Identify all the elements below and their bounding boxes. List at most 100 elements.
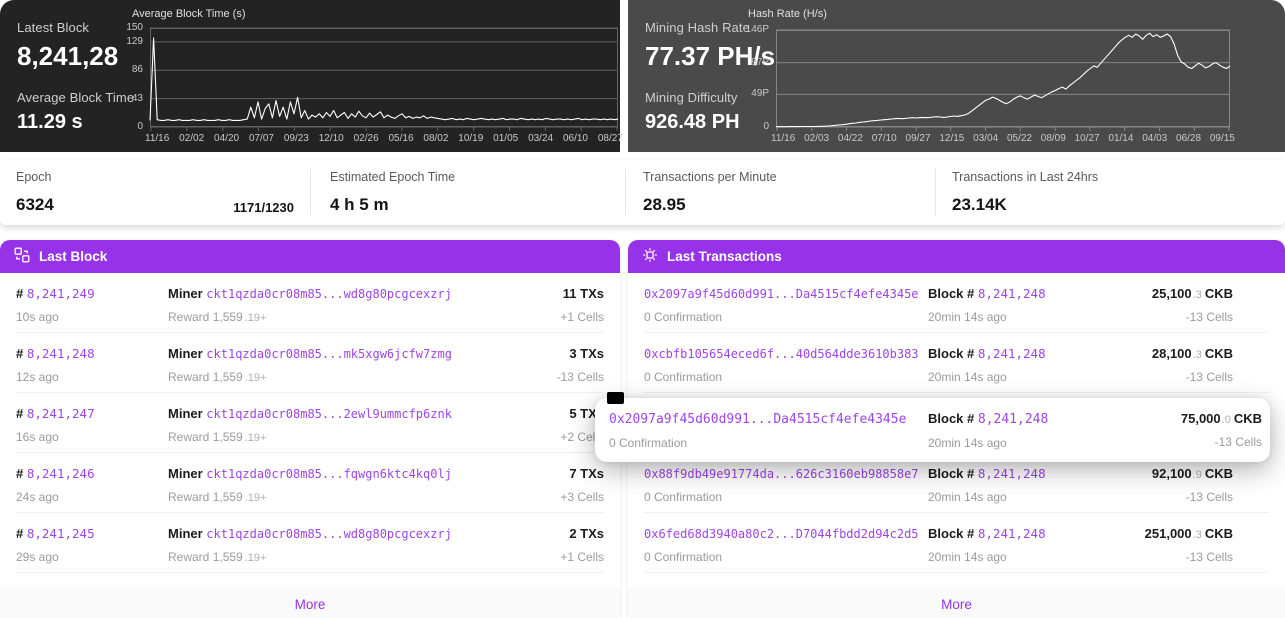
block-number-link[interactable]: 8,241,248 bbox=[977, 346, 1046, 361]
block-cells-delta: +1 Cells bbox=[560, 550, 604, 564]
miner-address-link[interactable]: ckt1qzda0cr08m85...fqwgn6ktc4kq0lj bbox=[206, 467, 452, 481]
transaction-cells-delta: -13 Cells bbox=[1185, 370, 1233, 384]
block-number-link[interactable]: 8,241,248 bbox=[977, 286, 1046, 301]
hash-rate-chart-title: Hash Rate (H/s) bbox=[748, 8, 827, 20]
reward-value: 1,559 bbox=[212, 370, 243, 384]
miner-address-link[interactable]: ckt1qzda0cr08m85...mk5xgw6jcfw7zmg bbox=[206, 347, 452, 361]
block-number-label: Block # bbox=[928, 466, 975, 481]
block-cells-delta: +1 Cells bbox=[560, 310, 604, 324]
network-stats-bar: Epoch 6324 1171/1230 Estimated Epoch Tim… bbox=[0, 160, 1285, 225]
mining-difficulty-label: Mining Difficulty bbox=[645, 90, 738, 105]
block-number-label: Block # bbox=[928, 411, 975, 426]
amount-unit: CKB bbox=[1204, 526, 1233, 541]
block-number-link[interactable]: 8,241,246 bbox=[26, 466, 95, 481]
avg-block-time-plot bbox=[149, 27, 619, 131]
miner-label: Miner bbox=[168, 526, 203, 541]
miner-address-link[interactable]: ckt1qzda0cr08m85...wd8g80pcgcexzrj bbox=[206, 287, 452, 301]
last-block-title: Last Block bbox=[39, 249, 108, 264]
block-time-panel: Latest Block 8,241,28 Average Block Time… bbox=[0, 0, 623, 152]
mining-hash-rate-stat: Mining Hash Rate 77.37 PH/s bbox=[645, 20, 785, 72]
confirmation-status: 0 Confirmation bbox=[644, 310, 723, 324]
amount-decimal: .0 bbox=[1221, 414, 1231, 426]
transaction-hash-link[interactable]: 0x2097a9f45d60d991...Da4515cf4efe4345e bbox=[609, 412, 907, 427]
tx-last-24hrs-value: 23.14K bbox=[952, 195, 1007, 214]
amount-decimal: .3 bbox=[1192, 289, 1202, 301]
block-tx-count: 7 TXs bbox=[569, 466, 604, 481]
block-age: 24s ago bbox=[16, 490, 59, 504]
block-row: # 8,241,248 12s ago Miner ckt1qzda0cr08m8… bbox=[16, 333, 604, 393]
amount-value: 92,100 bbox=[1151, 466, 1192, 481]
last-block-more-link[interactable]: More bbox=[294, 597, 326, 612]
reward-decimal: .19+ bbox=[244, 552, 267, 564]
mining-difficulty-stat: Mining Difficulty 926.48 PH bbox=[645, 90, 785, 134]
mining-hash-rate-value: 77.37 PH/s bbox=[645, 41, 776, 71]
block-row: # 8,241,249 10s ago Miner ckt1qzda0cr08m8… bbox=[16, 273, 604, 333]
avg-block-time-chart: Average Block Time (s) 0 43 86 129 150 11/16… bbox=[112, 6, 623, 152]
reward-value: 1,559 bbox=[212, 310, 243, 324]
amount-unit: CKB bbox=[1204, 286, 1233, 301]
miner-address-link[interactable]: ckt1qzda0cr08m85...wd8g80pcgcexzrj bbox=[206, 527, 452, 541]
block-number-prefix: # bbox=[16, 346, 24, 361]
transaction-cells-delta: -13 Cells bbox=[1214, 435, 1262, 449]
last-transactions-more-link[interactable]: More bbox=[941, 597, 972, 612]
hash-rate-plot bbox=[776, 29, 1231, 131]
block-number-prefix: # bbox=[16, 466, 24, 481]
reward-decimal: .19+ bbox=[244, 372, 267, 384]
transaction-row: 0xcbfb105654eced6f...40d564dde3610b383 0 … bbox=[644, 333, 1269, 393]
last-block-rows: # 8,241,249 10s ago Miner ckt1qzda0cr08m8… bbox=[0, 273, 620, 573]
amount-unit: CKB bbox=[1233, 411, 1262, 426]
tx-last-24hrs-label: Transactions in Last 24hrs bbox=[952, 170, 1099, 184]
confirmation-status: 0 Confirmation bbox=[644, 490, 723, 504]
block-number-prefix: # bbox=[16, 286, 24, 301]
block-tx-count: 2 TXs bbox=[569, 526, 604, 541]
block-number-link[interactable]: 8,241,248 bbox=[977, 526, 1046, 541]
block-number-label: Block # bbox=[928, 286, 975, 301]
tx-per-minute-label: Transactions per Minute bbox=[643, 170, 777, 184]
reward-decimal: .19+ bbox=[244, 312, 267, 324]
transaction-hash-link[interactable]: 0x88f9db49e91774da...626c3160eb98858e7 bbox=[644, 467, 919, 481]
confirmation-status: 0 Confirmation bbox=[644, 370, 723, 384]
estimated-epoch-time-cell: Estimated Epoch Time 4 h 5 m bbox=[330, 170, 455, 215]
block-number-link[interactable]: 8,241,248 bbox=[977, 466, 1046, 481]
tooltip-notch bbox=[607, 392, 624, 404]
avg-block-time-y-axis: 0 43 86 129 150 bbox=[126, 22, 143, 132]
transaction-hash-link[interactable]: 0x6fed68d3940a80c2...D7044fbdd2d94c2d5 bbox=[644, 527, 919, 541]
latest-block-label: Latest Block bbox=[17, 20, 90, 35]
stats-divider bbox=[935, 169, 936, 215]
transaction-hash-link[interactable]: 0xcbfb105654eced6f...40d564dde3610b383 bbox=[644, 347, 919, 361]
transaction-hash-link[interactable]: 0x2097a9f45d60d991...Da4515cf4efe4345e bbox=[644, 287, 919, 301]
reward-decimal: .19+ bbox=[244, 432, 267, 444]
block-number-prefix: # bbox=[16, 526, 24, 541]
block-number-link[interactable]: 8,241,249 bbox=[26, 286, 95, 301]
amount-decimal: .3 bbox=[1192, 349, 1202, 361]
reward-value: 1,559 bbox=[212, 430, 243, 444]
block-number-label: Block # bbox=[928, 526, 975, 541]
last-block-card: Last Block # 8,241,249 10s ago Miner ckt1… bbox=[0, 240, 620, 618]
transaction-age: 20min 14s ago bbox=[928, 370, 1007, 384]
estimated-epoch-time-label: Estimated Epoch Time bbox=[330, 170, 456, 184]
reward-label: Reward bbox=[168, 430, 210, 444]
block-number-prefix: # bbox=[16, 406, 24, 421]
avg-block-time-chart-title: Average Block Time (s) bbox=[132, 8, 246, 20]
miner-label: Miner bbox=[168, 406, 203, 421]
epoch-progress: 1171/1230 bbox=[233, 200, 294, 215]
blocks-icon bbox=[14, 247, 30, 266]
block-number-link[interactable]: 8,241,248 bbox=[977, 412, 1049, 427]
block-cells-delta: +2 Cells bbox=[560, 430, 604, 444]
block-number-link[interactable]: 8,241,248 bbox=[26, 346, 95, 361]
reward-label: Reward bbox=[168, 370, 210, 384]
epoch-value: 6324 bbox=[16, 195, 54, 214]
block-tx-count: 11 TXs bbox=[562, 286, 604, 301]
amount-value: 251,000 bbox=[1144, 526, 1192, 541]
reward-label: Reward bbox=[168, 490, 210, 504]
avg-block-time-x-axis: 11/16 02/02 04/20 07/07 09/23 12/10 02/26 05/16… bbox=[145, 133, 623, 144]
block-number-link[interactable]: 8,241,245 bbox=[26, 526, 95, 541]
hovered-transaction-card[interactable]: 0x2097a9f45d60d991...Da4515cf4efe4345e 0 … bbox=[595, 398, 1270, 462]
latest-block-stat: Latest Block 8,241,28 bbox=[17, 20, 157, 72]
block-cells-delta: +3 Cells bbox=[560, 490, 604, 504]
avg-block-time-value: 11.29 s bbox=[17, 111, 83, 133]
miner-address-link[interactable]: ckt1qzda0cr08m85...2ewl9ummcfp6znk bbox=[206, 407, 452, 421]
reward-decimal: .19+ bbox=[244, 492, 267, 504]
latest-block-value: 8,241,28 bbox=[17, 41, 119, 71]
block-number-link[interactable]: 8,241,247 bbox=[26, 406, 95, 421]
